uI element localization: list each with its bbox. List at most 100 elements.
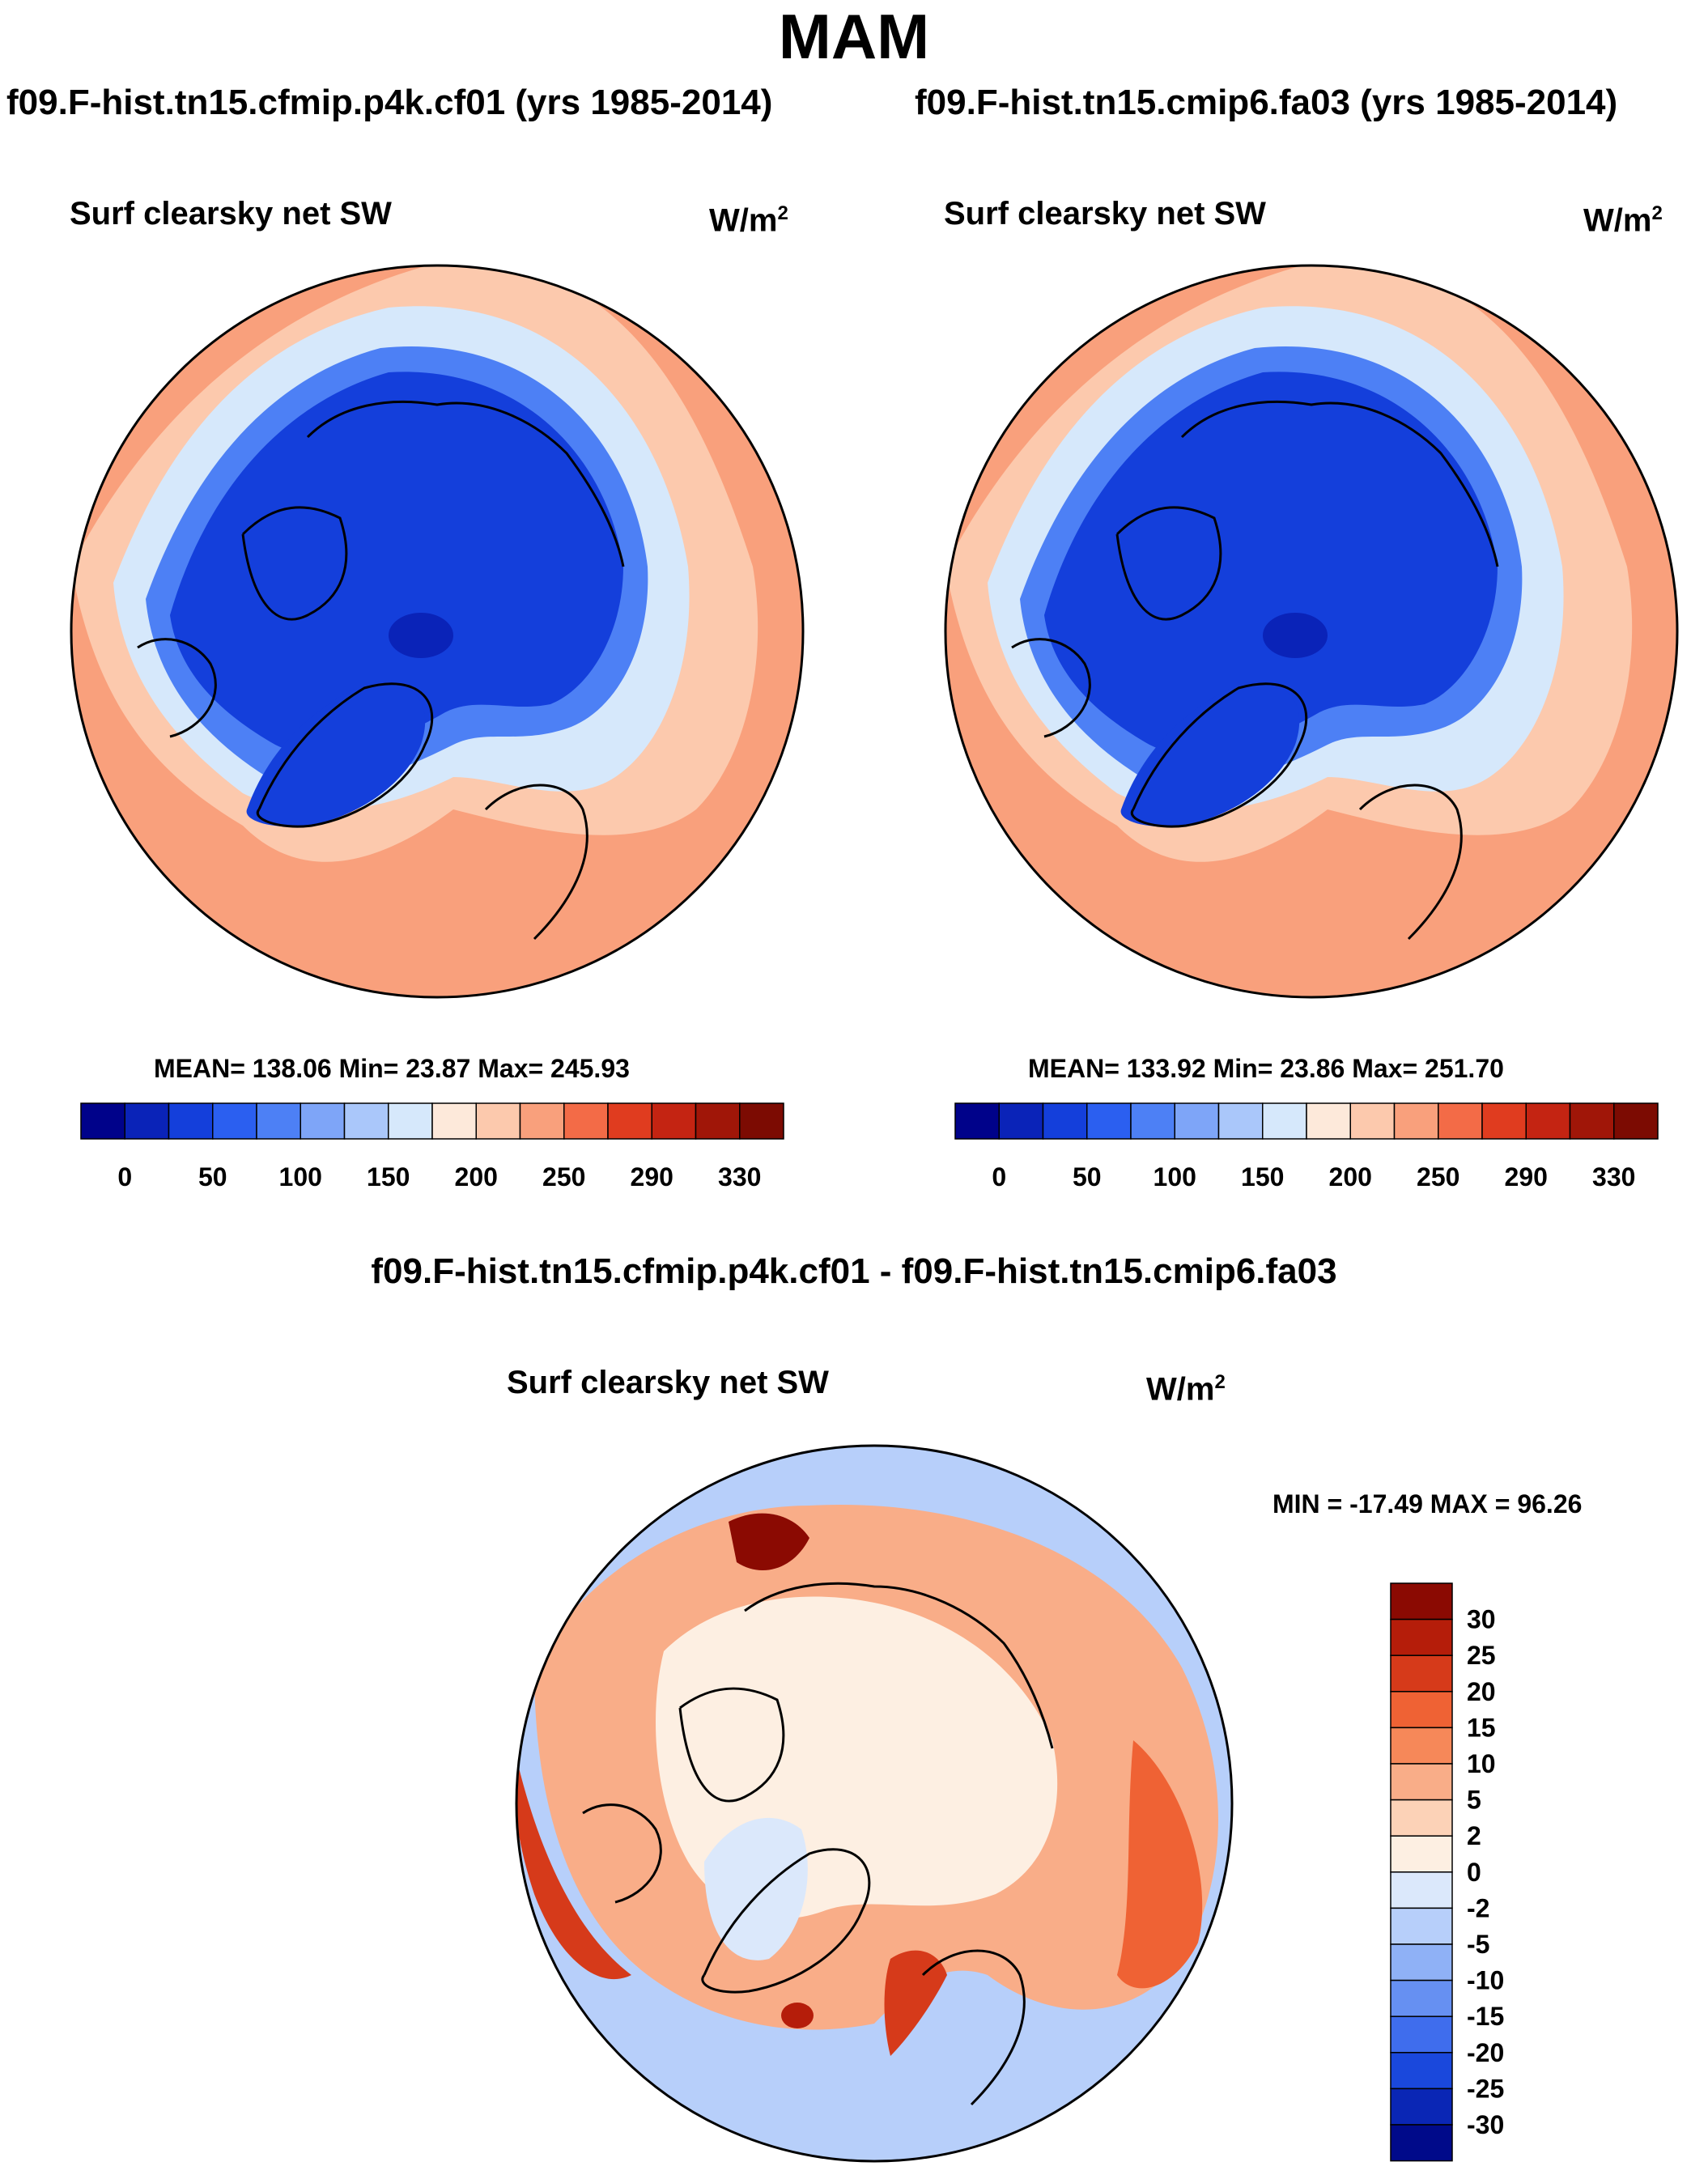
panel1-coastlines [137,400,625,941]
panel3-colorbar-tick-label: 10 [1467,1749,1496,1778]
panel2-colorbar-swatch-15 [1613,1102,1659,1140]
panel1-variable: Surf clearsky net SW [70,196,392,231]
panel2-colorbar-tick-label: 150 [1241,1162,1284,1191]
panel2-colorbar-swatch-13 [1525,1102,1571,1140]
panel2-colorbar-tick-label: 290 [1505,1162,1548,1191]
panel2-colorbar-tick-label: 50 [1073,1162,1102,1191]
panel2-colorbar-swatch-10 [1393,1102,1439,1140]
panel2-colorbar-swatch-5 [1174,1102,1220,1140]
panel3-colorbar-swatch-8 [1390,1871,1453,1909]
season-title: MAM [778,1,930,72]
panel2-colorbar-swatch-14 [1569,1102,1615,1140]
panel2-colorbar-tick-label: 330 [1592,1162,1635,1191]
panel1-colorbar-tick-label: 330 [718,1162,761,1191]
panel3-colorbar-swatch-12 [1390,2015,1453,2054]
panel1-stats: MEAN= 138.06 Min= 23.87 Max= 245.93 [154,1054,630,1083]
panel2-stats: MEAN= 133.92 Min= 23.86 Max= 251.70 [1028,1054,1504,1083]
panel1-pole-fill [389,613,453,658]
panel2-colorbar-swatch-2 [1042,1102,1088,1140]
panel2-greenland-fill [1120,682,1300,827]
panel2-colorbar-swatch-6 [1217,1102,1264,1140]
panel3-colorbar-swatch-4 [1390,1727,1453,1765]
panel3-colorbar-swatch-1 [1390,1618,1453,1656]
panel1-map-border [70,264,805,999]
panel1-title: f09.F-hist.tn15.cfmip.p4k.cf01 (yrs 1985… [6,83,773,122]
panel3-colorbar-swatch-9 [1390,1907,1453,1945]
panel3-colorbar-tick-label: 25 [1467,1641,1496,1670]
panel1-greenland-fill [246,682,426,827]
panel2-colorbar-swatch-12 [1481,1102,1527,1140]
panel3-colorbar-tick-label: -15 [1467,2002,1504,2031]
panel1-colorbar-swatch-3 [212,1102,257,1140]
panel2-coastlines [1011,400,1499,941]
panel3-colorbar-swatch-7 [1390,1835,1453,1873]
panel3-colorbar-swatch-5 [1390,1763,1453,1801]
panel3-colorbar-swatch-2 [1390,1654,1453,1693]
panel1-colorbar-swatch-1 [124,1102,170,1140]
panel3-greenland-fill [704,1817,808,1960]
panel1-colorbar-swatch-12 [607,1102,652,1140]
panel3-stats: MIN = -17.49 MAX = 96.26 [1273,1489,1583,1519]
panel2-title: f09.F-hist.tn15.cmip6.fa03 (yrs 1985-201… [915,83,1618,122]
panel1-colorbar-tick-label: 0 [117,1162,132,1191]
panel2-units: W/m2 [1583,202,1663,239]
panel3-colorbar-swatch-11 [1390,1979,1453,2017]
panel2-colorbar-swatch-1 [998,1102,1044,1140]
panel3-scandinavia-fill [884,1950,947,2056]
panel2-colorbar-tick-label: 250 [1417,1162,1459,1191]
panel1-colorbar-swatch-13 [651,1102,697,1140]
panel1-colorbar-swatch-6 [343,1102,389,1140]
panel3-units: W/m2 [1146,1371,1226,1408]
panel2-pole-fill [1263,613,1328,658]
panel1-colorbar-tick-label: 290 [631,1162,673,1191]
panel1-colorbar: 0 50 100 150 200 250 290 330 [80,1102,784,1191]
panel2-colorbar: 0 50 100 150 200 250 290 330 [954,1102,1659,1191]
panel3-map [515,1444,1234,2163]
panel3-map-border [515,1444,1234,2163]
panel3-colorbar-tick-label: -20 [1467,2038,1504,2067]
panel3-colorbar-tick-label: 20 [1467,1677,1496,1706]
panel1-colorbar-swatch-5 [300,1102,346,1140]
panel3-colorbar-swatch-15 [1390,2124,1453,2162]
panel3-colorbar-swatch-13 [1390,2052,1453,2090]
panel3-alaska-fill [729,1513,809,1570]
panel1-colorbar-swatch-0 [80,1102,125,1140]
panel3-colorbar-tick-label: -5 [1467,1930,1489,1959]
panel1-colorbar-tick-label: 200 [455,1162,498,1191]
panel3-colorbar-swatch-3 [1390,1691,1453,1729]
panel2-colorbar-swatch-0 [954,1102,1000,1140]
panel3-colorbar-tick-label: 15 [1467,1713,1496,1742]
panel3-colorbar-swatch-0 [1390,1582,1453,1620]
panel1-units: W/m2 [709,202,788,239]
panel3-north-america-fill [516,1765,631,1979]
panel2-colorbar-swatch-7 [1262,1102,1307,1140]
panel3-colorbar-tick-label: -30 [1467,2110,1504,2139]
panel3-colorbar-tick-label: -25 [1467,2074,1504,2103]
panel1-colorbar-swatch-8 [431,1102,477,1140]
panel1-colorbar-swatch-2 [168,1102,214,1140]
panel2-variable: Surf clearsky net SW [944,196,1266,231]
panel1-colorbar-swatch-14 [695,1102,741,1140]
panel2-map [944,264,1679,999]
panel1-colorbar-swatch-10 [519,1102,565,1140]
panel1-colorbar-tick-label: 150 [367,1162,410,1191]
panel1-colorbar-tick-label: 50 [198,1162,227,1191]
panel3-colorbar-swatch-10 [1390,1943,1453,1981]
panel1-colorbar-swatch-7 [388,1102,433,1140]
panel2-colorbar-tick-label: 100 [1154,1162,1196,1191]
panel2-colorbar-tick-label: 200 [1329,1162,1372,1191]
panel3-coastlines [582,1582,1054,2106]
panel3-colorbar-tick-label: 5 [1467,1786,1481,1815]
panel3-colorbar-swatch-6 [1390,1799,1453,1837]
panel3-colorbar-tick-label: 30 [1467,1605,1496,1634]
panel1-colorbar-swatch-9 [475,1102,521,1140]
panel2-colorbar-swatch-11 [1438,1102,1483,1140]
panel2-colorbar-swatch-4 [1130,1102,1175,1140]
panel3-variable: Surf clearsky net SW [507,1365,829,1400]
panel1-colorbar-tick-label: 100 [279,1162,322,1191]
panel2-colorbar-swatch-3 [1086,1102,1132,1140]
panel1-colorbar-swatch-4 [256,1102,301,1140]
panel2-arctic-core-fill [1044,372,1498,755]
